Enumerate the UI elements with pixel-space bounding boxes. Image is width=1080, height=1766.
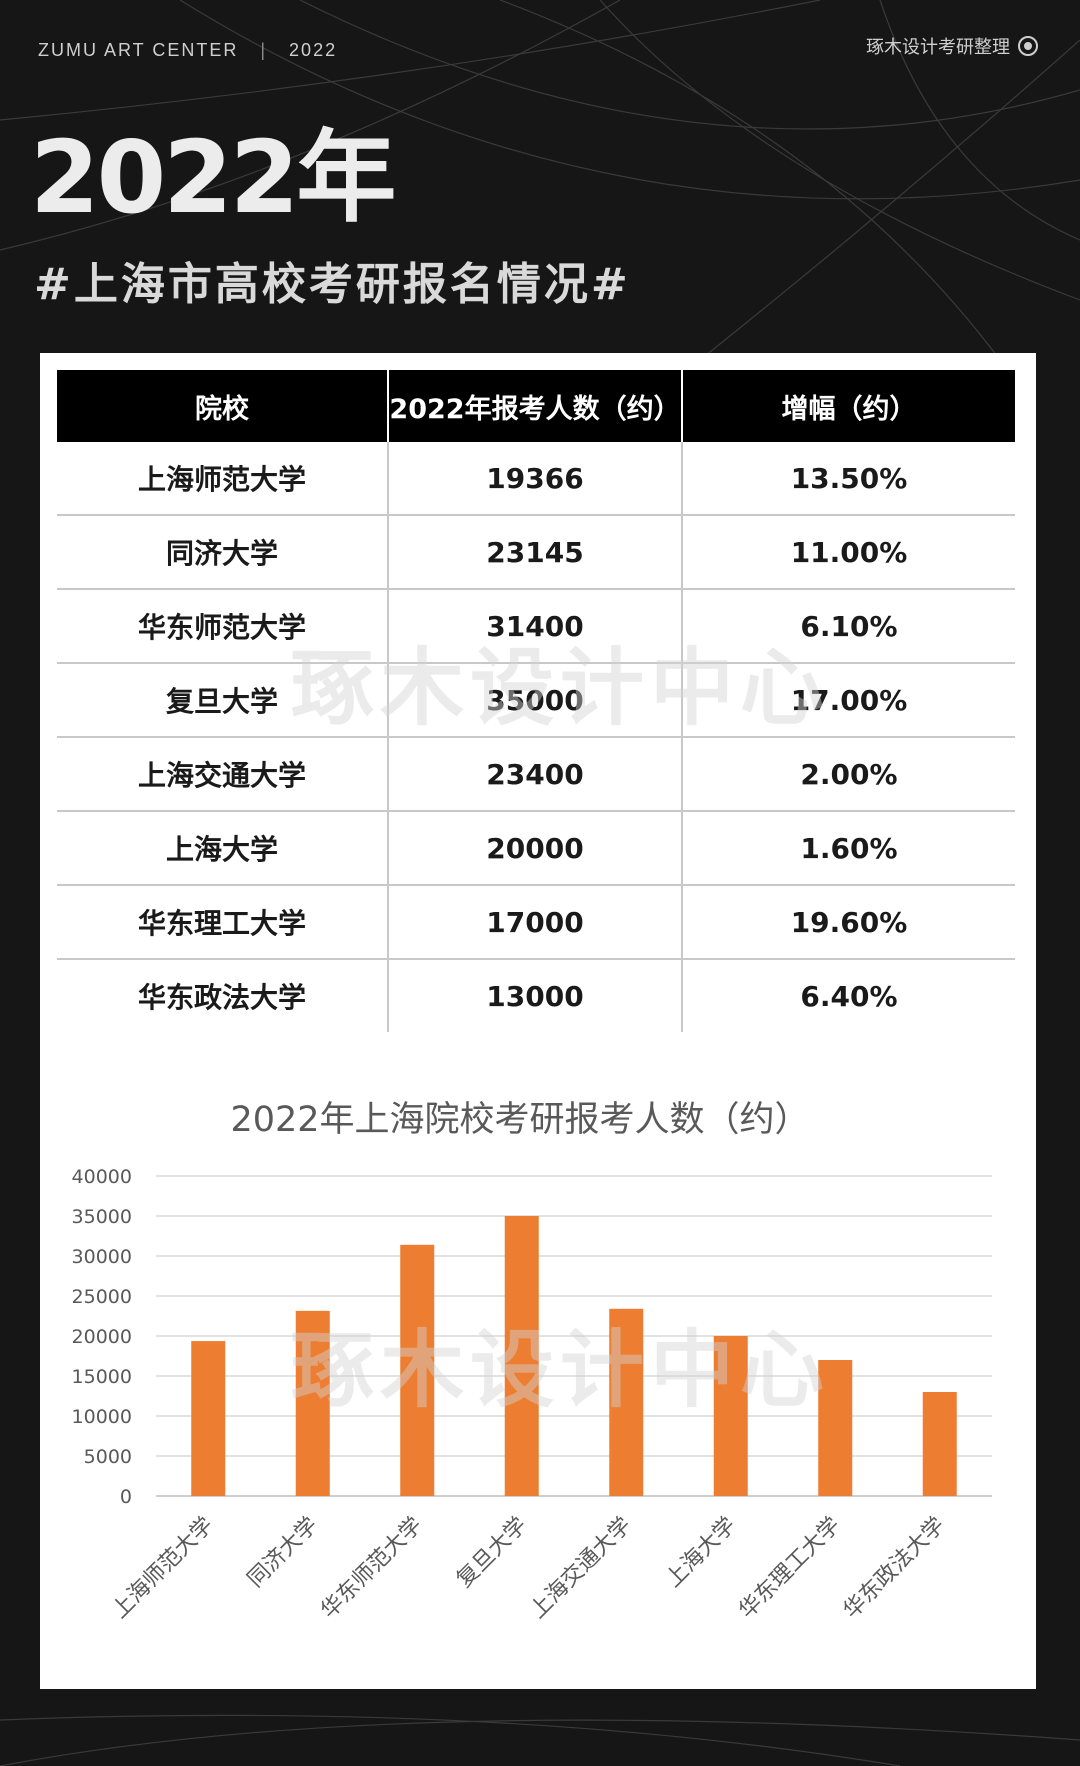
column-header-school: 院校 (57, 370, 389, 442)
brand-separator: | (260, 40, 268, 60)
organizer-label: 琢木设计考研整理 (866, 33, 1038, 59)
cell-growth: 2.00% (682, 737, 1015, 812)
x-tick-label: 华东师范大学 (316, 1513, 427, 1624)
bar (922, 1392, 957, 1496)
cell-growth: 13.50% (682, 442, 1015, 516)
cell-applicants: 23145 (388, 515, 683, 590)
y-tick-label: 10000 (72, 1406, 132, 1428)
cell-school: 华东师范大学 (57, 589, 389, 664)
page-subtitle: #上海市高校考研报名情况# (34, 259, 631, 310)
cell-growth: 6.10% (682, 589, 1015, 664)
y-tick-label: 0 (120, 1486, 132, 1508)
bar (818, 1360, 853, 1496)
cell-applicants: 17000 (388, 885, 683, 960)
y-tick-label: 30000 (72, 1246, 132, 1268)
cell-growth: 11.00% (682, 515, 1015, 590)
cell-applicants: 31400 (388, 589, 683, 664)
column-header-growth: 增幅（约） (682, 370, 1015, 442)
table-row: 上海大学 20000 1.60% (57, 811, 1015, 886)
brand-year: 2022 (289, 40, 338, 60)
cell-growth: 1.60% (682, 811, 1015, 886)
y-tick-label: 25000 (72, 1286, 132, 1308)
x-tick-label: 华东理工大学 (734, 1513, 845, 1624)
table-row: 上海交通大学 23400 2.00% (57, 737, 1015, 812)
cell-school: 上海大学 (57, 811, 389, 886)
applicants-table: 院校 2022年报考人数（约） 增幅（约） 上海师范大学 19366 13.50… (57, 370, 1015, 1032)
y-tick-label: 15000 (72, 1366, 132, 1388)
cell-applicants: 23400 (388, 737, 683, 812)
x-tick-label: 上海大学 (661, 1513, 741, 1593)
cell-school: 上海师范大学 (57, 442, 389, 516)
table-row: 华东师范大学 31400 6.10% (57, 589, 1015, 664)
brand-line: ZUMU ART CENTER | 2022 (38, 40, 337, 61)
cell-school: 复旦大学 (57, 663, 389, 738)
cell-growth: 17.00% (682, 663, 1015, 738)
table-row: 华东理工大学 17000 19.60% (57, 885, 1015, 960)
bar (295, 1310, 330, 1496)
column-header-applicants: 2022年报考人数（约） (388, 370, 683, 442)
x-tick-label: 华东政法大学 (839, 1513, 950, 1624)
page-title: 2022年 (30, 119, 396, 236)
table-row: 上海师范大学 19366 13.50% (57, 442, 1015, 516)
y-tick-label: 5000 (84, 1446, 132, 1468)
x-tick-label: 上海交通大学 (525, 1513, 636, 1624)
organizer-text: 琢木设计考研整理 (866, 37, 1010, 58)
cell-applicants: 20000 (388, 811, 683, 886)
y-tick-label: 40000 (72, 1166, 132, 1188)
table-row: 华东政法大学 13000 6.40% (57, 959, 1015, 1032)
cell-applicants: 13000 (388, 959, 683, 1032)
table-row: 复旦大学 35000 17.00% (57, 663, 1015, 738)
applicants-bar-chart: 2022年上海院校考研报考人数（约） 0 5000 10000 15000 20000 2… (72, 1100, 992, 1624)
gear-icon (1018, 36, 1038, 56)
cell-school: 同济大学 (57, 515, 389, 590)
bar (609, 1308, 644, 1496)
cell-school: 上海交通大学 (57, 737, 389, 812)
cell-growth: 19.60% (682, 885, 1015, 960)
chart-title: 2022年上海院校考研报考人数（约） (230, 1100, 809, 1140)
cell-applicants: 19366 (388, 442, 683, 516)
x-tick-label: 上海师范大学 (107, 1513, 218, 1624)
brand-name: ZUMU ART CENTER (38, 40, 239, 60)
content-card: 院校 2022年报考人数（约） 增幅（约） 上海师范大学 19366 13.50… (40, 353, 1036, 1689)
cell-growth: 6.40% (800, 979, 898, 1013)
bar (191, 1341, 226, 1496)
table-row: 同济大学 23145 11.00% (57, 515, 1015, 590)
y-tick-label: 20000 (72, 1326, 132, 1348)
x-tick-label: 同济大学 (243, 1513, 323, 1593)
x-tick-label: 复旦大学 (452, 1513, 532, 1593)
cell-school: 华东理工大学 (57, 885, 389, 960)
cell-school: 华东政法大学 (57, 959, 389, 1032)
bar (400, 1244, 435, 1496)
y-tick-label: 35000 (72, 1206, 132, 1228)
bar (713, 1336, 748, 1496)
table-header-row: 院校 2022年报考人数（约） 增幅（约） (57, 370, 1015, 442)
cell-applicants: 35000 (388, 663, 683, 738)
bar (504, 1216, 539, 1496)
